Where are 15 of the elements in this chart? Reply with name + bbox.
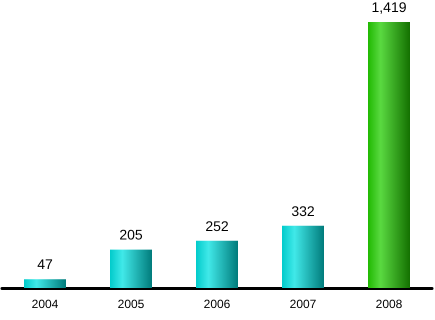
x-tick-label: 2007 — [290, 297, 317, 311]
bar — [24, 279, 66, 288]
x-tick-label: 2004 — [32, 297, 59, 311]
data-label: 205 — [119, 226, 143, 243]
x-tick-label: 2005 — [118, 297, 145, 311]
bar — [110, 250, 152, 288]
data-label: 1,419 — [371, 0, 407, 15]
data-label: 252 — [205, 218, 229, 234]
x-tick-label: 2008 — [376, 297, 403, 311]
data-label: 332 — [291, 202, 315, 219]
bar — [368, 22, 410, 288]
data-label: 47 — [37, 256, 53, 272]
bar — [282, 226, 324, 288]
x-tick-label: 2006 — [204, 297, 231, 311]
bar — [196, 240, 238, 288]
